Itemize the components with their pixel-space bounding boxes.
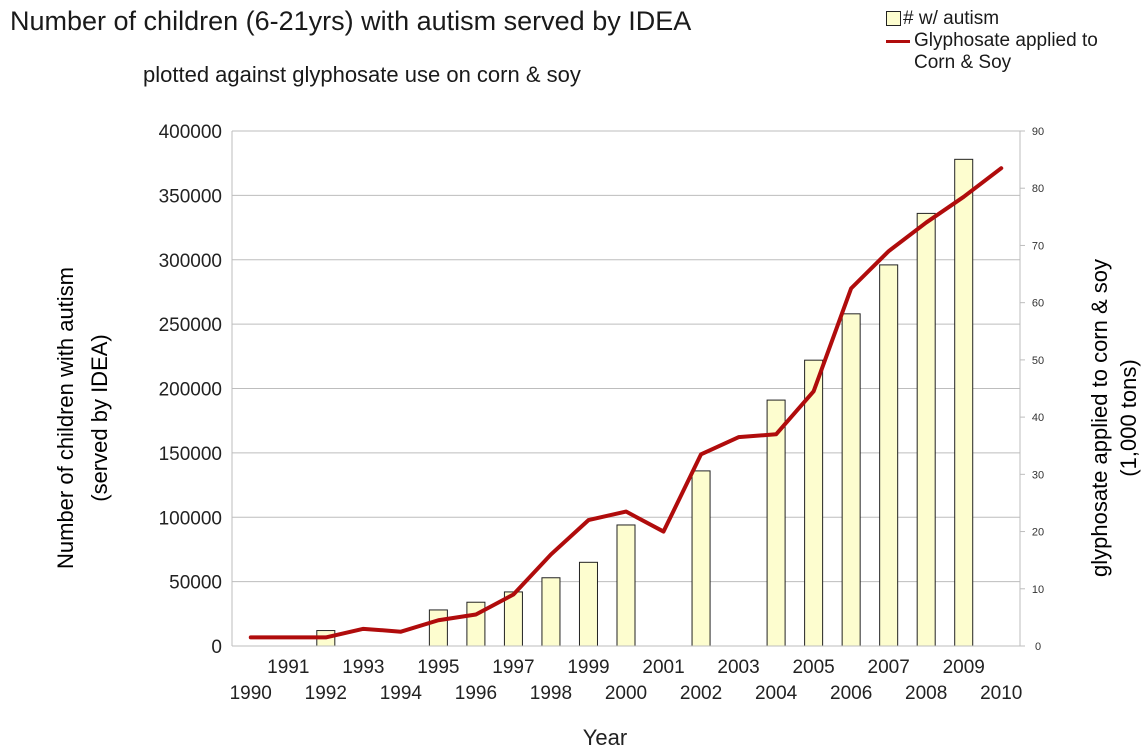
legend-line-swatch [886, 40, 910, 43]
autism-bar [428, 609, 448, 647]
y-right-tick-label: 20 [1032, 527, 1044, 539]
y-axis-right-label-line2: (1,000 tons) [1116, 359, 1141, 476]
x-tick-label: 2005 [792, 657, 834, 678]
x-tick-label: 1993 [342, 657, 384, 678]
x-tick-label: 2003 [717, 657, 759, 678]
autism-bar [954, 158, 974, 647]
x-tick-label: 2009 [943, 657, 985, 678]
y-left-tick-label: 50000 [169, 573, 222, 594]
x-tick-label: 2000 [605, 683, 647, 704]
x-axis-ticks: 1990 1991 1992 1993 1994 1995 1996 1997 1998 1999… [230, 657, 1023, 704]
x-tick-label: 1994 [380, 683, 423, 704]
x-tick-label: 1998 [530, 683, 572, 704]
y-right-tick-label: 70 [1032, 240, 1044, 252]
y-left-tick-label: 350000 [159, 186, 222, 207]
legend-bar-swatch [886, 11, 901, 26]
x-tick-label: 2006 [830, 683, 872, 704]
x-tick-label: 1990 [230, 683, 272, 704]
autism-bars [316, 158, 974, 647]
autism-bar [578, 561, 598, 647]
autism-bar [616, 524, 636, 647]
y-left-tick-label: 400000 [159, 122, 222, 143]
plot-frame [231, 131, 1021, 647]
x-tick-label: 2010 [980, 683, 1022, 704]
x-tick-label: 1995 [417, 657, 459, 678]
autism-bar [916, 212, 936, 647]
y-axis-left-label-line1: Number of children with autism [53, 267, 78, 569]
autism-bar [766, 399, 786, 647]
legend-label-glyphosate-line2: Corn & Soy [914, 52, 1012, 73]
x-tick-label: 1991 [267, 657, 309, 678]
legend-label-glyphosate-line1: Glyphosate applied to [914, 30, 1098, 51]
autism-bar [541, 577, 561, 647]
autism-bar [841, 313, 861, 647]
autism-bar [804, 359, 824, 647]
y-left-tick-label: 200000 [159, 380, 222, 401]
y-left-tick-label: 150000 [159, 444, 222, 465]
y-axis-left-label-line2: (served by IDEA) [87, 334, 112, 502]
x-tick-label: 1997 [492, 657, 534, 678]
y-axis-right-label-line1: glyphosate applied to corn & soy [1087, 259, 1112, 577]
autism-bar [466, 601, 486, 647]
x-axis-label: Year [583, 725, 627, 749]
y-left-tick-label: 300000 [159, 251, 222, 272]
x-tick-label: 1999 [567, 657, 609, 678]
y-right-tick-label: 0 [1035, 641, 1041, 653]
chart-subtitle: plotted against glyphosate use on corn &… [143, 62, 581, 87]
x-tick-label: 2007 [868, 657, 910, 678]
right-axis-ticks: 90 80 70 60 50 40 30 20 10 0 [1020, 126, 1044, 653]
x-tick-label: 2008 [905, 683, 947, 704]
x-tick-label: 1992 [305, 683, 347, 704]
y-right-tick-label: 50 [1032, 355, 1044, 367]
glyphosate-line [248, 166, 1004, 640]
glyphosate-line-group [248, 166, 1004, 640]
y-right-tick-label: 90 [1032, 126, 1044, 138]
chart-title: Number of children (6-21yrs) with autism… [10, 6, 692, 36]
legend-label-autism: # w/ autism [903, 8, 1000, 29]
y-left-tick-label: 250000 [159, 315, 222, 336]
x-tick-label: 2004 [755, 683, 798, 704]
autism-bar [879, 264, 899, 647]
y-right-tick-label: 80 [1032, 183, 1044, 195]
left-axis-ticks: 400000 350000 300000 250000 200000 150000 1000… [159, 122, 222, 658]
autism-bar [691, 470, 711, 647]
x-tick-label: 2001 [642, 657, 684, 678]
y-right-tick-label: 10 [1032, 584, 1044, 596]
y-left-tick-label: 0 [211, 637, 222, 658]
y-right-tick-label: 40 [1032, 412, 1044, 424]
x-tick-label: 1996 [455, 683, 497, 704]
x-tick-label: 2002 [680, 683, 722, 704]
y-left-tick-label: 100000 [159, 508, 222, 529]
y-right-tick-label: 30 [1032, 469, 1044, 481]
y-right-tick-label: 60 [1032, 298, 1044, 310]
